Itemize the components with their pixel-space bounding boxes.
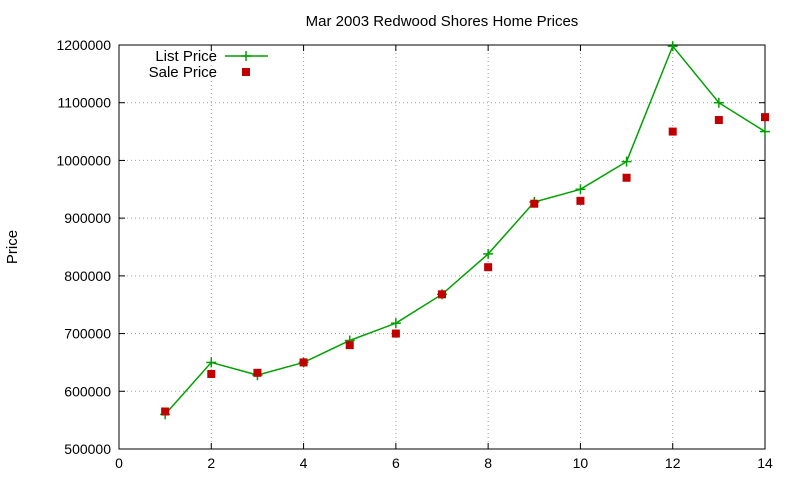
legend-label-sale-price: Sale Price — [149, 64, 217, 81]
data-point — [206, 357, 217, 368]
series-list-price — [160, 41, 770, 420]
legend-marker — [242, 68, 250, 76]
data-point — [714, 116, 723, 125]
y-tick-label: 800000 — [64, 268, 111, 284]
x-axis-tick-labels: 0 2 4 6 8 10 12 14 — [115, 455, 773, 471]
y-tick-label: 1000000 — [56, 152, 111, 168]
x-tick-label: 14 — [757, 455, 773, 471]
data-point — [161, 407, 170, 416]
legend-swatch-list-price — [225, 51, 268, 61]
chart-title: Mar 2003 Redwood Shores Home Prices — [306, 13, 579, 30]
data-point — [667, 41, 678, 52]
data-point — [390, 318, 401, 329]
data-point — [299, 358, 308, 367]
y-tick-label: 700000 — [64, 326, 111, 342]
plot-frame — [118, 44, 766, 450]
data-point — [438, 290, 446, 299]
data-point — [575, 184, 586, 195]
x-tick-label: 4 — [300, 455, 308, 471]
y-tick-label: 1200000 — [56, 37, 111, 53]
y-tick-label: 1100000 — [58, 95, 112, 111]
data-point — [483, 248, 494, 259]
legend-swatch-sale-price — [242, 68, 250, 76]
data-point — [621, 156, 632, 167]
x-tick-label: 12 — [665, 455, 681, 471]
data-point — [345, 341, 354, 350]
y-tick-label: 500000 — [64, 441, 111, 457]
y-axis-label: Price — [4, 230, 21, 264]
y-tick-label: 900000 — [64, 210, 111, 226]
grid-lines — [119, 45, 765, 449]
data-point — [391, 329, 400, 338]
data-point — [484, 263, 493, 272]
data-point — [622, 173, 631, 182]
data-point — [253, 368, 262, 377]
x-tick-label: 0 — [115, 455, 123, 471]
axis-ticks — [118, 44, 766, 450]
data-point — [207, 369, 216, 378]
legend-label-list-price: List Price — [155, 48, 217, 65]
data-point — [761, 113, 769, 122]
data-series — [160, 41, 770, 420]
y-axis-tick-labels: 500000 600000 700000 800000 900000 1000000 110… — [56, 37, 111, 457]
x-tick-label: 6 — [392, 455, 400, 471]
y-tick-label: 600000 — [64, 383, 111, 399]
data-point — [576, 196, 585, 205]
x-tick-label: 10 — [573, 455, 589, 471]
legend: List Price Sale Price — [149, 48, 268, 81]
x-tick-label: 8 — [484, 455, 492, 471]
data-point — [530, 199, 539, 208]
series-sale-price — [161, 113, 769, 416]
data-point — [713, 97, 724, 108]
data-point — [760, 126, 770, 137]
x-tick-label: 2 — [207, 455, 215, 471]
legend-marker — [241, 51, 251, 61]
series-line — [164, 44, 766, 415]
data-point — [668, 127, 677, 136]
